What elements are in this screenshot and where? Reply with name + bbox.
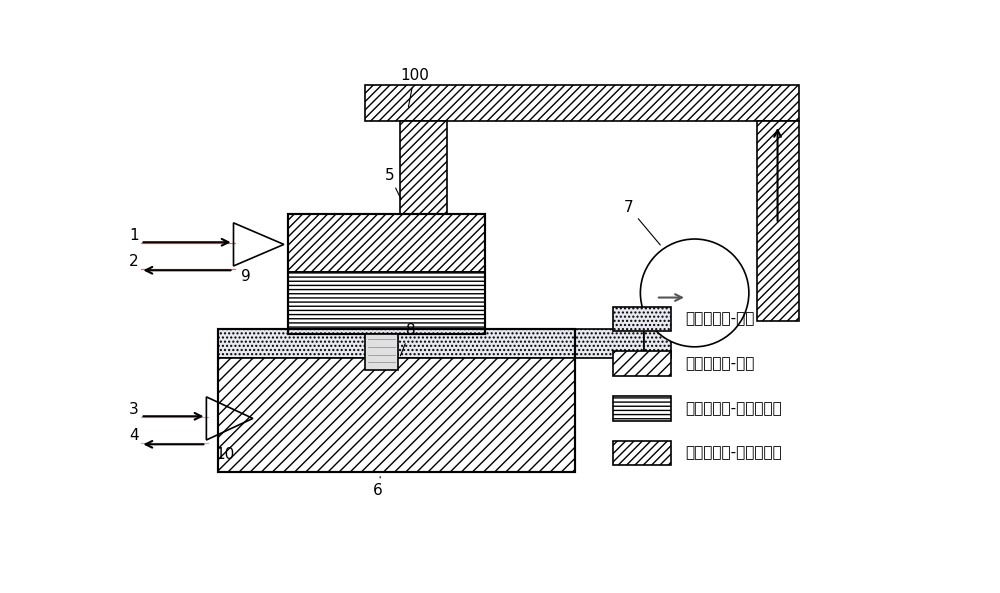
Bar	[613, 396, 671, 421]
Bar	[613, 307, 671, 331]
Text: 10: 10	[216, 447, 235, 462]
Text: 1: 1	[129, 228, 138, 243]
Text: 2: 2	[129, 254, 138, 269]
Bar	[365, 85, 799, 121]
Text: 制冷剂液体-低压: 制冷剂液体-低压	[685, 356, 755, 371]
Text: 制冷剂液体-更高的压力: 制冷剂液体-更高的压力	[685, 401, 782, 416]
Text: 8: 8	[400, 323, 415, 356]
Bar	[644, 298, 671, 358]
Text: 3: 3	[129, 402, 139, 417]
Bar	[218, 329, 574, 473]
Bar	[365, 334, 398, 370]
Bar	[757, 121, 799, 321]
Text: 制冷剂蒸气-更高的压力: 制冷剂蒸气-更高的压力	[685, 445, 782, 461]
Text: 9: 9	[241, 269, 251, 285]
Bar	[574, 329, 644, 358]
Bar	[400, 121, 447, 213]
Bar	[288, 213, 485, 334]
Bar	[613, 352, 671, 376]
Text: 4: 4	[129, 428, 138, 443]
Bar	[644, 283, 706, 312]
Text: 蔢气制冷剂-低压: 蔢气制冷剂-低压	[685, 311, 755, 327]
Text: 100: 100	[400, 68, 429, 107]
Text: 6: 6	[373, 477, 383, 499]
Circle shape	[640, 239, 749, 347]
Text: 7: 7	[624, 200, 660, 245]
Bar	[218, 329, 574, 358]
Bar	[288, 272, 485, 334]
Bar	[288, 213, 485, 272]
Text: 5: 5	[385, 168, 401, 200]
Bar	[218, 358, 574, 473]
Bar	[613, 441, 671, 466]
